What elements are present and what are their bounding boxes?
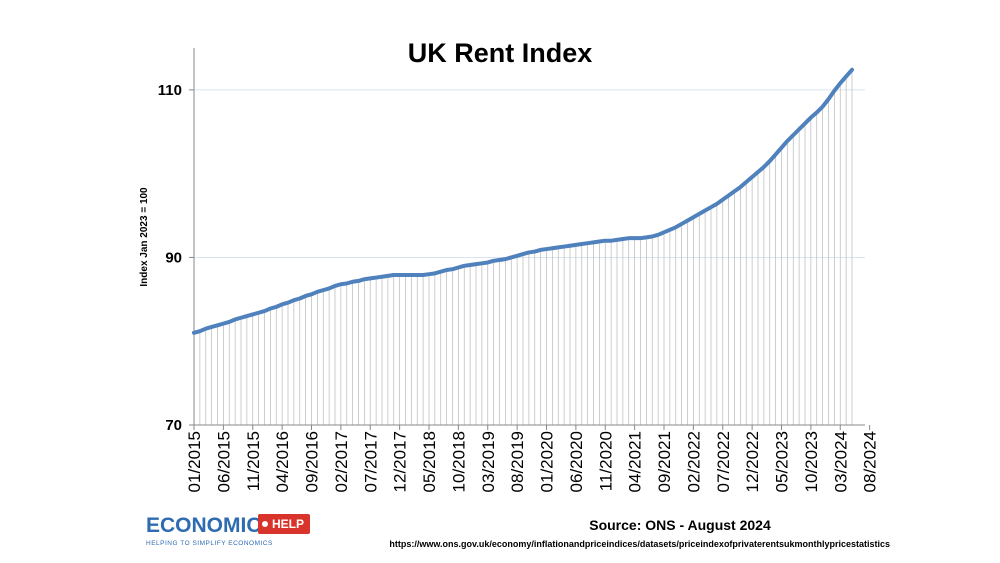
- drop-lines: [193, 69, 853, 425]
- x-tick-label: 12/2022: [743, 431, 762, 492]
- y-tick-label-110: 110: [158, 82, 182, 99]
- x-tick-label: 02/2022: [684, 431, 703, 492]
- x-ticks: 01/2015 06/2015 11/2015 04/2016 09/2016 02/20…: [185, 425, 880, 492]
- logo-badge: HELP: [258, 514, 311, 534]
- x-tick-label: 01/2020: [538, 431, 557, 492]
- x-tick-label: 09/2021: [655, 431, 674, 492]
- x-tick-label: 04/2016: [273, 431, 292, 492]
- source-text: Source: ONS - August 2024: [589, 517, 771, 533]
- x-tick-label: 11/2020: [596, 431, 615, 491]
- x-tick-label: 08/2019: [508, 431, 527, 492]
- x-tick-label: 09/2016: [303, 431, 322, 492]
- x-tick-label: 03/2019: [479, 431, 498, 492]
- x-tick-label: 11/2015: [244, 431, 263, 491]
- x-tick-label: 03/2024: [831, 431, 850, 492]
- x-tick-label: 04/2021: [626, 431, 645, 492]
- y-tick-label-90: 90: [165, 249, 182, 266]
- y-ticks: 70 90 110: [158, 82, 194, 434]
- y-axis-label: Index Jan 2023 = 100: [139, 187, 150, 287]
- chart-title: UK Rent Index: [407, 38, 593, 68]
- source-url: https://www.ons.gov.uk/economy/inflation…: [389, 539, 890, 549]
- series-line-uk-rent-index: [192, 67, 854, 335]
- economics-help-logo: ECONOMICS HELP HELPING TO SIMPLIFY ECONO…: [146, 512, 316, 552]
- x-tick-label: 07/2017: [361, 431, 380, 492]
- x-tick-label: 10/2018: [449, 431, 468, 492]
- x-tick-label: 06/2020: [567, 431, 586, 492]
- x-tick-label: 12/2017: [391, 431, 410, 492]
- x-tick-label: 10/2023: [802, 431, 821, 492]
- gridlines: [194, 89, 865, 258]
- logo-text: ECONOMICS: [146, 514, 276, 537]
- x-tick-label: 02/2017: [332, 431, 351, 492]
- x-tick-label: 05/2018: [420, 431, 439, 492]
- x-tick-label: 05/2023: [773, 431, 792, 492]
- x-tick-label: 06/2015: [214, 431, 233, 492]
- x-tick-label: 01/2015: [185, 431, 204, 492]
- y-tick-label-70: 70: [165, 417, 182, 434]
- x-tick-label: 08/2024: [861, 431, 880, 492]
- x-tick-label: 07/2022: [714, 431, 733, 492]
- logo-tagline: HELPING TO SIMPLIFY ECONOMICS: [146, 540, 273, 547]
